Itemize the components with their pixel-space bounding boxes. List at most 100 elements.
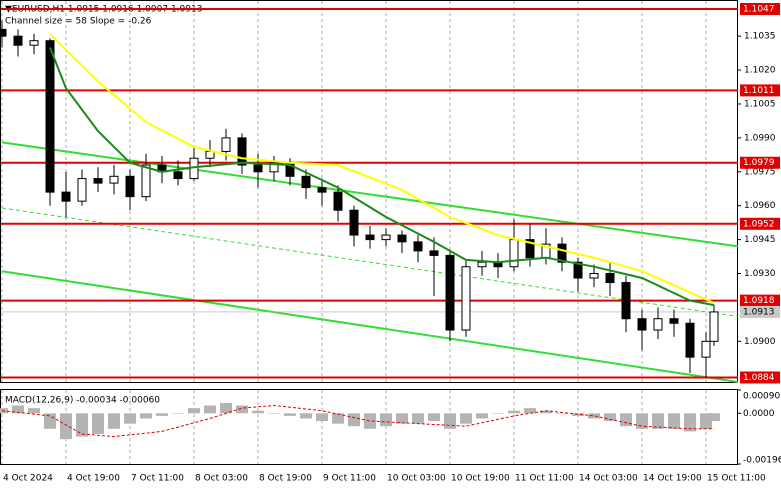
channel-line — [1, 141, 739, 248]
histogram-bar — [188, 408, 200, 414]
level-label-box — [740, 156, 780, 169]
x-tick-label: 4 Oct 19:00 — [67, 474, 120, 484]
level-label: 1.1011 — [743, 86, 775, 96]
histogram-bar — [380, 413, 392, 427]
macd-title: MACD(12,26,9) -0.00034 -0.00060 — [5, 396, 160, 406]
histogram-bar — [620, 413, 632, 427]
histogram-bar — [572, 413, 584, 416]
candle-body — [573, 261, 583, 279]
candle-body — [301, 175, 311, 189]
y-tick-label: 1.0930 — [744, 269, 776, 279]
candle-body — [557, 243, 567, 263]
histogram-bar — [492, 413, 504, 414]
candle-body — [525, 239, 535, 259]
y-tick-label: 0.00090 — [743, 392, 780, 402]
histogram-bar — [524, 408, 536, 414]
candle-body — [397, 234, 407, 243]
histogram-bar — [284, 413, 296, 416]
candle-body — [477, 261, 487, 268]
histogram-bar — [668, 413, 680, 429]
candle-body — [429, 250, 439, 256]
y-tick-label: 1.0990 — [744, 133, 776, 143]
y-tick-label: 1.0945 — [744, 235, 776, 245]
histogram-bar — [300, 413, 312, 419]
level-label-box — [740, 294, 780, 307]
level-label: 1.0884 — [743, 373, 775, 383]
chart-subtitle: Channel size = 58 Slope = -0.26 — [5, 17, 152, 27]
histogram-bar — [268, 413, 280, 414]
signal-line — [1, 404, 714, 438]
x-tick-label: 8 Oct 03:00 — [195, 474, 248, 484]
histogram-bar — [476, 413, 488, 419]
y-tick-label: -0.00196 — [743, 456, 781, 466]
level-label: 1.0952 — [743, 219, 775, 229]
histogram-bar — [636, 413, 648, 429]
histogram-bar — [108, 413, 120, 429]
histogram-bar — [428, 413, 440, 422]
candle-body — [253, 164, 263, 173]
histogram-bar — [12, 405, 24, 414]
candle-body — [109, 175, 119, 184]
moving-average — [49, 47, 715, 307]
histogram-bar — [444, 413, 456, 429]
histogram-bar — [396, 413, 408, 424]
candle-body — [237, 137, 247, 166]
candle-body — [93, 178, 103, 184]
x-tick-label: 9 Oct 11:00 — [323, 474, 376, 484]
histogram-bar — [652, 413, 664, 429]
candle-body — [205, 150, 215, 159]
y-tick-label: 1.1005 — [744, 99, 776, 109]
histogram-bar — [28, 408, 40, 414]
y-tick-label: 1.1035 — [744, 32, 776, 42]
histogram-bar — [172, 413, 184, 414]
histogram-bar — [332, 413, 344, 424]
x-tick-label: 4 Oct 2024 — [3, 474, 53, 484]
x-tick-label: 14 Oct 03:00 — [579, 474, 638, 484]
candle-body — [365, 234, 375, 241]
candle-body — [333, 191, 343, 211]
candle-body — [349, 209, 359, 236]
candle-body — [461, 266, 471, 331]
candle-body — [605, 273, 615, 284]
histogram-bar — [508, 410, 520, 414]
histogram-bar — [60, 413, 72, 440]
level-label: 1.1047 — [743, 5, 775, 15]
histogram-bar — [604, 413, 616, 422]
histogram-bar — [236, 405, 248, 414]
level-label: 1.0979 — [743, 158, 775, 168]
last-price-box — [740, 305, 780, 318]
level-label-box — [740, 217, 780, 230]
histogram-bar — [556, 413, 568, 414]
candle-body — [445, 254, 455, 331]
price-frame — [0, 0, 738, 383]
histogram-bar — [252, 410, 264, 414]
histogram-bar — [588, 413, 600, 419]
channel-line — [1, 270, 739, 383]
candle-body — [61, 191, 71, 202]
candle-body — [269, 162, 279, 173]
candle-body — [173, 171, 183, 180]
histogram-bar — [708, 413, 720, 422]
candle-body — [317, 187, 327, 193]
candle-body — [221, 137, 231, 152]
histogram-bar — [316, 413, 328, 422]
candle-body — [77, 178, 87, 202]
histogram-bar — [156, 413, 168, 416]
x-tick-label: 14 Oct 19:00 — [643, 474, 702, 484]
candle-body — [125, 175, 135, 198]
histogram-bar — [44, 413, 56, 429]
x-tick-label: 11 Oct 11:00 — [515, 474, 574, 484]
candle-body — [701, 340, 711, 358]
channel-line — [1, 207, 739, 317]
candle-body — [45, 40, 55, 193]
histogram-bar — [540, 410, 552, 414]
x-tick-label: 7 Oct 11:00 — [131, 474, 184, 484]
candle-body — [29, 40, 39, 46]
histogram-bar — [124, 413, 136, 424]
candle-body — [589, 273, 599, 279]
macd-frame — [0, 389, 738, 465]
histogram-bar — [204, 405, 216, 414]
x-tick-label: 15 Oct 11:00 — [707, 474, 766, 484]
y-tick-label: 1.0975 — [744, 167, 776, 177]
